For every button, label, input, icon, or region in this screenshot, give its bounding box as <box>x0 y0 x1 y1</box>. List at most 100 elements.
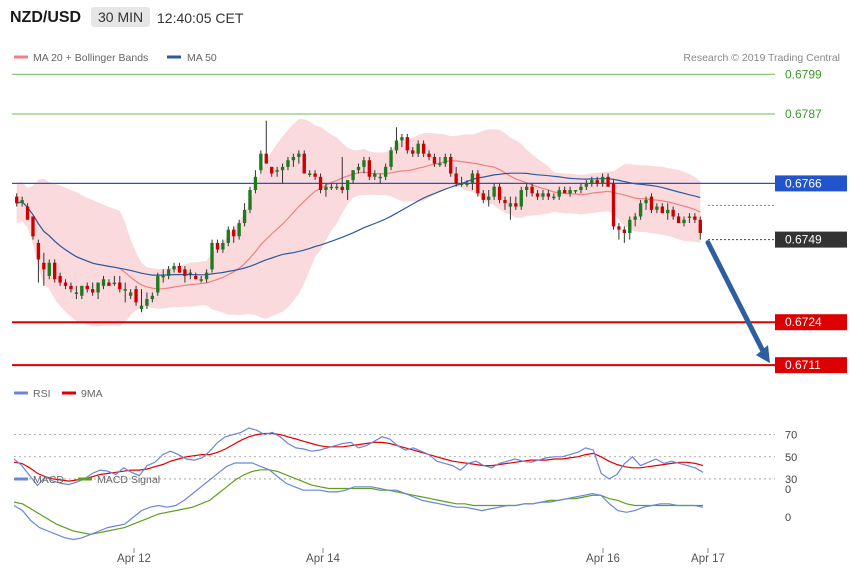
symbol-title: NZD/USD <box>10 9 82 26</box>
x-tick-label: Apr 16 <box>586 553 620 565</box>
level-label-5: 0.6711 <box>785 358 821 372</box>
candle-body <box>53 262 57 280</box>
legend-rsi-label: RSI <box>33 388 51 400</box>
x-tick-label: Apr 14 <box>306 553 340 565</box>
candle-body <box>36 242 41 260</box>
level-label-2: 0.6766 <box>785 176 822 190</box>
chart-header: NZD/USD 30 MIN 12:40:05 CET <box>0 0 850 38</box>
candle-body <box>476 173 480 194</box>
candle-body <box>698 219 702 233</box>
candle-body <box>112 282 117 285</box>
candle-body <box>470 173 475 184</box>
legend-macd-label: MACD <box>33 474 64 486</box>
candle-body <box>204 272 209 280</box>
rsi-tick-label: 70 <box>785 430 797 442</box>
candle-body <box>487 196 491 200</box>
candle-body <box>183 269 187 276</box>
candle-body <box>74 292 79 294</box>
candle-body <box>307 173 312 175</box>
candle-body <box>628 219 632 233</box>
candle-body <box>188 272 193 275</box>
candle-body <box>297 153 301 157</box>
candle-body <box>400 137 404 141</box>
candle-body <box>286 160 290 167</box>
candle-body <box>150 295 155 300</box>
candle-body <box>503 199 507 204</box>
candle-body <box>20 199 24 204</box>
candle-body <box>242 209 247 224</box>
candle-body <box>145 299 149 306</box>
candle-body <box>421 143 426 154</box>
candle-body <box>666 209 670 214</box>
candle-body <box>649 196 654 210</box>
candle-body <box>622 229 627 233</box>
macd-signal-line <box>13 469 703 536</box>
candle-body <box>557 190 561 197</box>
macd-tick-label: 0 <box>785 484 791 496</box>
candle-body <box>226 229 230 243</box>
candle-body <box>492 186 496 197</box>
candle-body <box>280 166 285 171</box>
candle-body <box>177 266 182 273</box>
candle-body <box>324 186 328 191</box>
candle-body <box>85 285 89 290</box>
clock-time: 12:40:05 CET <box>157 10 244 26</box>
candle-body <box>595 180 599 184</box>
level-label-0: 0.6799 <box>785 67 822 81</box>
candle-body <box>552 196 556 199</box>
level-tag-5 <box>775 357 847 374</box>
candle-body <box>573 190 578 192</box>
candle-body <box>438 163 442 166</box>
rsi-line <box>13 427 704 487</box>
candle-body <box>63 282 68 286</box>
candle-body <box>210 242 214 270</box>
candle-body <box>682 219 686 224</box>
candle-body <box>367 160 372 177</box>
candle-body <box>405 137 410 151</box>
candle-body <box>232 229 236 237</box>
candle-body <box>383 166 388 177</box>
candle-body <box>221 242 225 250</box>
candle-body <box>253 176 258 191</box>
candle-body <box>166 269 171 276</box>
candle-body <box>25 206 30 220</box>
candle-body <box>449 156 453 174</box>
candle-body <box>655 206 659 210</box>
level-label-1: 0.6787 <box>785 107 822 121</box>
level-label-4: 0.6724 <box>785 315 822 329</box>
candle-body <box>606 176 610 187</box>
candle-body <box>161 275 165 278</box>
candle-body <box>535 193 540 197</box>
credit-label: Research © 2019 Trading Central <box>683 52 840 64</box>
forecast-arrow-head <box>756 345 770 364</box>
candle-body <box>172 266 176 270</box>
candle-body <box>128 292 133 296</box>
candle-body <box>270 166 274 174</box>
candle-body <box>31 216 35 237</box>
candle-body <box>432 156 437 164</box>
macd-line <box>13 462 704 541</box>
candle-body <box>275 170 279 172</box>
candle-body <box>524 186 529 191</box>
candle-body <box>633 216 637 220</box>
legend-bollinger-label: MA 20 + Bollinger Bands <box>33 52 148 64</box>
candle-body <box>389 150 393 167</box>
candle-body <box>329 186 334 189</box>
candle-body <box>302 153 306 174</box>
candle-body <box>362 160 366 167</box>
candle-body <box>237 223 241 237</box>
legend-ma50-label: MA 50 <box>187 52 217 64</box>
candle-body <box>617 226 621 230</box>
candle-body <box>519 190 523 207</box>
candle-body <box>15 196 19 204</box>
timeframe-button[interactable]: 30 MIN <box>91 7 151 27</box>
forecast-arrow-shaft <box>705 240 767 356</box>
candle-body <box>530 186 534 194</box>
candle-body <box>139 305 144 309</box>
candle-body <box>264 153 268 164</box>
legend-macd-signal-label: MACD Signal <box>97 474 160 486</box>
candle-body <box>107 282 111 286</box>
candle-body <box>378 176 382 179</box>
rsi-tick-label: 50 <box>785 452 797 464</box>
candle-body <box>199 279 203 281</box>
